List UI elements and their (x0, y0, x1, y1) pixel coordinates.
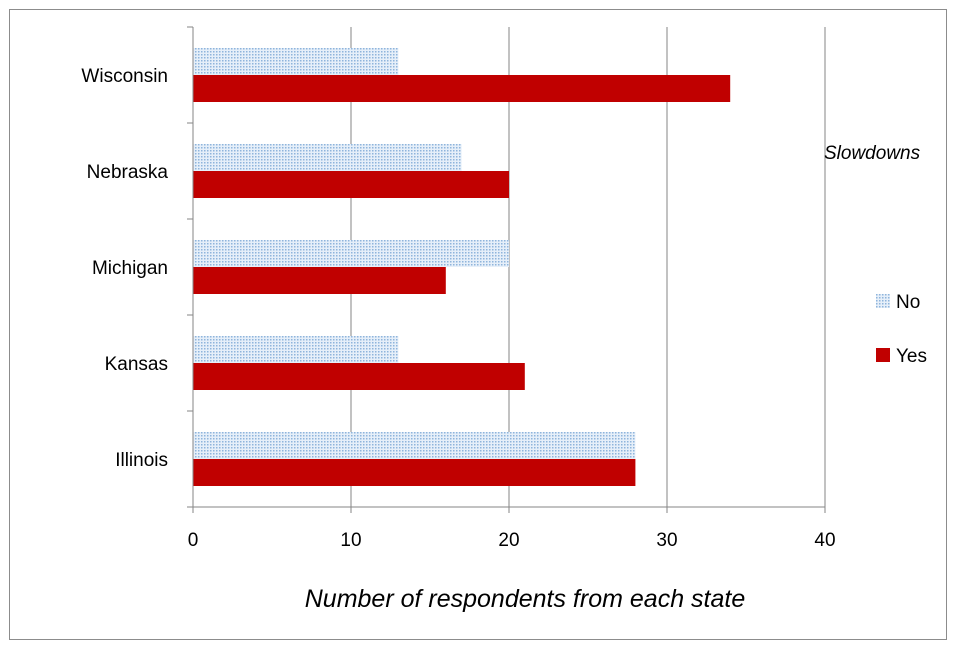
legend-swatch-no (876, 294, 890, 308)
bar-no-illinois (193, 432, 636, 459)
legend-label: No (896, 292, 920, 313)
legend-swatch-yes (876, 348, 890, 362)
y-tick-label: Wisconsin (81, 66, 168, 87)
bar-yes-kansas (193, 363, 525, 390)
bar-no-kansas (193, 336, 399, 363)
x-tick-label: 0 (188, 530, 199, 551)
y-tick-label: Illinois (115, 450, 168, 471)
legend-title: Slowdowns (824, 143, 921, 164)
y-tick-label: Kansas (105, 354, 168, 375)
bar-yes-nebraska (193, 171, 509, 198)
bar-no-nebraska (193, 144, 462, 171)
x-axis-title: Number of respondents from each state (305, 585, 746, 613)
bar-yes-illinois (193, 459, 636, 486)
y-tick-label: Nebraska (87, 162, 169, 183)
y-tick-label: Michigan (92, 258, 168, 279)
x-tick-label: 30 (656, 530, 677, 551)
legend-label: Yes (896, 346, 927, 367)
legend: No Yes (876, 292, 927, 367)
x-tick-label: 20 (498, 530, 519, 551)
chart-area (9, 9, 947, 640)
x-tick-label: 10 (340, 530, 361, 551)
bar-no-wisconsin (193, 48, 399, 75)
x-tick-label: 40 (814, 530, 835, 551)
bar-yes-wisconsin (193, 75, 731, 102)
bar-yes-michigan (193, 267, 446, 294)
bar-no-michigan (193, 240, 509, 267)
